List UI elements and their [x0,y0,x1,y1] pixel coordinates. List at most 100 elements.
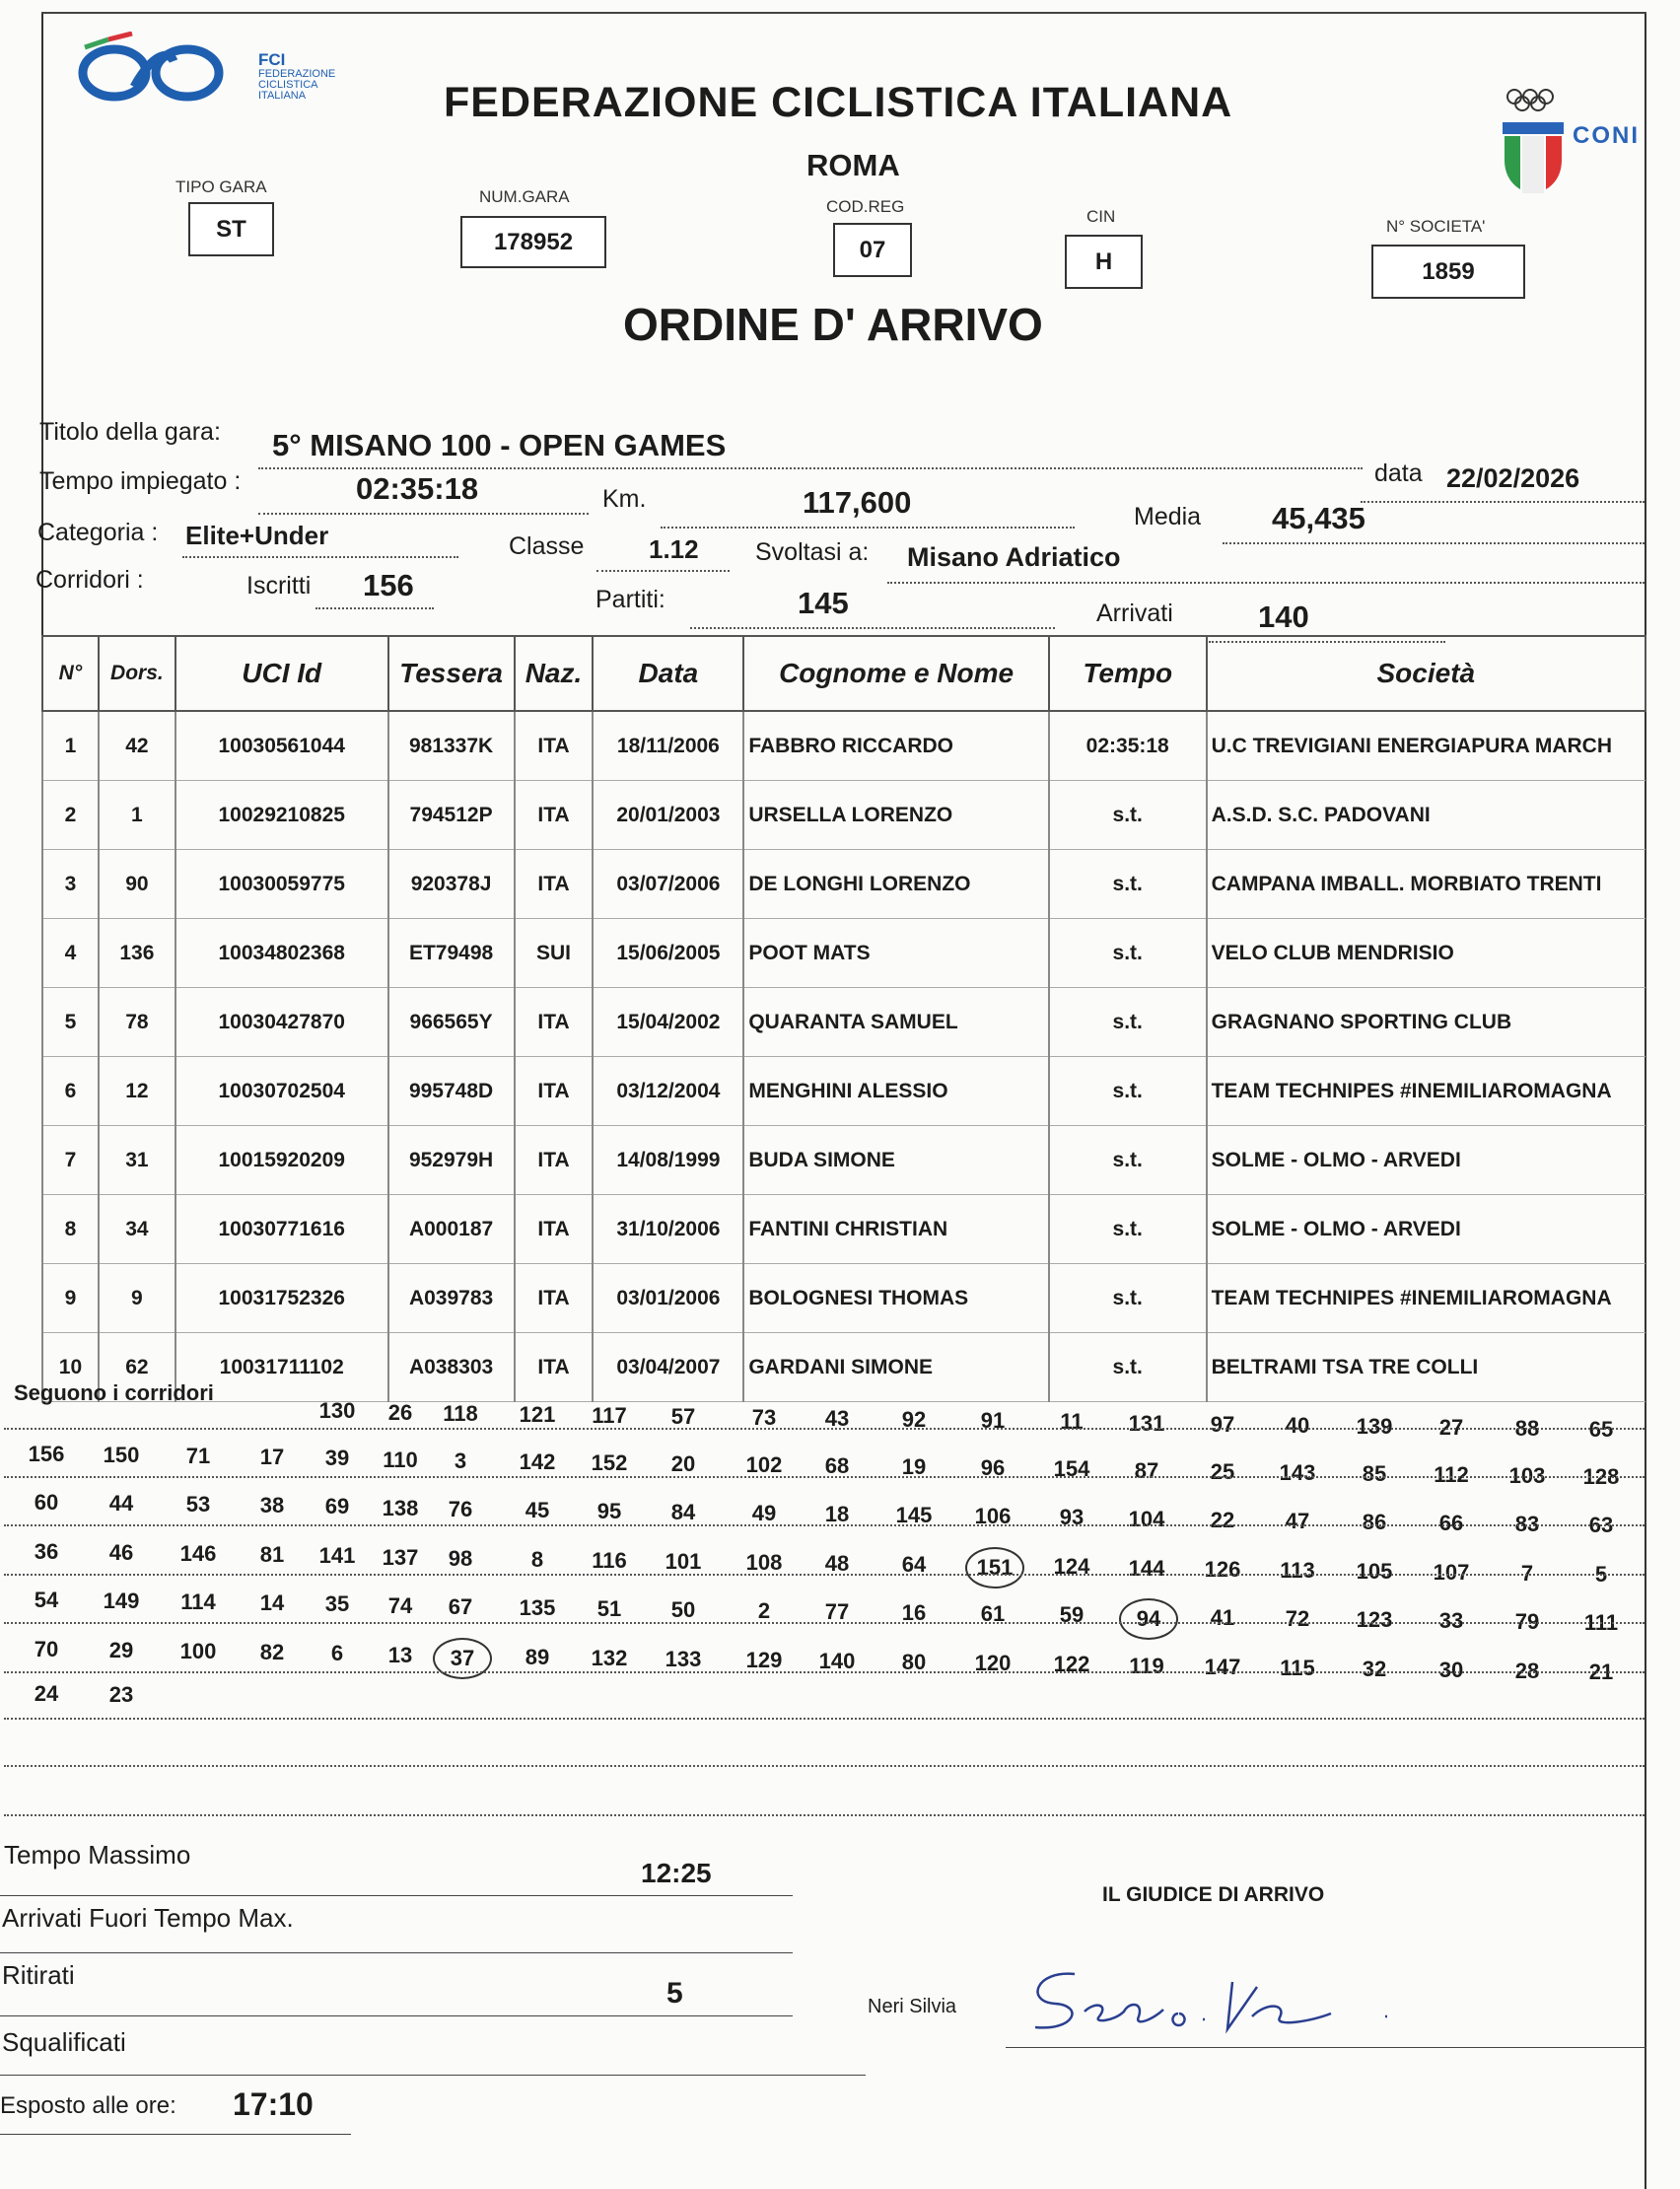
follower-bib: 50 [670,1596,696,1622]
follower-bib: 123 [1356,1606,1393,1632]
cell-uci-id: 10034802368 [174,918,388,988]
follower-bib: 28 [1514,1659,1540,1683]
follower-bib: 137 [382,1544,419,1570]
cell-data-nascita: 15/06/2005 [592,918,744,988]
cell-cognome-nome: DE LONGHI LORENZO [742,849,1049,919]
iscritti-label: Iscritti [246,572,312,600]
km-label: Km. [602,485,647,513]
fci-line: CICLISTICA [258,79,318,91]
follower-bib: 45 [525,1497,550,1522]
follower-bib: 57 [670,1403,696,1429]
cell-dorsale: 12 [97,1056,175,1126]
follower-bib: 131 [1128,1410,1165,1436]
arrivati-value: 140 [1258,600,1309,634]
cell-n: 4 [41,918,99,988]
follower-bib: 95 [596,1498,622,1523]
cell-nazione: ITA [513,1194,594,1264]
tipo-gara-value: ST [188,202,274,256]
tempo-value: 02:35:18 [356,471,479,506]
follower-bib: 72 [1285,1605,1310,1631]
follower-bib: 27 [1438,1414,1464,1440]
follower-bib: 141 [318,1543,356,1569]
iscritti-value: 156 [363,568,414,602]
tempo-massimo-value: 12:25 [641,1858,712,1888]
arrivati-label: Arrivati [1096,600,1173,627]
follower-bib-circled: 151 [965,1547,1024,1589]
tempo-massimo-label: Tempo Massimo [4,1840,191,1870]
follower-bib: 133 [665,1646,702,1671]
follower-bib: 82 [259,1640,285,1665]
cell-n: 5 [41,987,99,1057]
follower-bib: 113 [1280,1557,1315,1583]
cell-societa: TEAM TECHNIPES #INEMILIAROMAGNA [1205,1263,1645,1333]
cell-data-nascita: 03/12/2004 [592,1056,744,1126]
city: ROMA [806,148,900,182]
follower-bib: 49 [751,1501,777,1525]
follower-bib: 16 [901,1600,927,1626]
cell-tessera: A038303 [386,1332,515,1402]
cin-value: H [1065,235,1143,289]
follower-bib: 39 [324,1446,350,1471]
follower-bib: 147 [1204,1654,1241,1679]
follower-bib: 139 [1356,1413,1393,1439]
follower-bib: 154 [1053,1456,1090,1482]
cell-societa: SOLME - OLMO - ARVEDI [1205,1194,1645,1264]
follower-bib: 117 [592,1402,627,1428]
cell-dorsale: 78 [97,987,175,1057]
follower-bib: 112 [1434,1461,1469,1487]
follower-bib: 68 [824,1453,850,1479]
olympic-rings-shield-icon [1503,89,1564,193]
follower-bib: 91 [980,1408,1006,1434]
follower-bib: 8 [530,1546,544,1572]
follower-bib-circled: 37 [433,1637,492,1679]
cell-tempo: s.t. [1047,849,1207,919]
dotted-line [4,1428,1645,1430]
cell-societa: A.S.D. S.C. PADOVANI [1205,780,1645,850]
follower-bib: 46 [108,1540,134,1566]
cell-cognome-nome: FABBRO RICCARDO [742,711,1049,781]
follower-bib: 73 [751,1405,777,1430]
fci-logo [75,31,233,103]
follower-bib: 83 [1514,1512,1540,1536]
categoria-label: Categoria : [37,519,159,546]
cell-nazione: ITA [513,849,594,919]
data-line [1361,501,1645,503]
dotted-line [4,1671,1645,1673]
table-header-row: N° Dors. UCI Id Tessera Naz. Data Cognome e No… [41,635,1647,712]
squalificati-label: Squalificati [2,2027,126,2057]
follower-bib: 115 [1280,1655,1315,1680]
follower-bib: 32 [1362,1656,1387,1681]
cell-cognome-nome: GARDANI SIMONE [742,1332,1049,1402]
column-header-n: N° [41,635,100,712]
follower-bib: 116 [592,1547,627,1573]
follower-bib: 80 [901,1650,927,1675]
follower-bib: 11 [1060,1409,1084,1435]
cell-societa: SOLME - OLMO - ARVEDI [1205,1125,1645,1195]
follower-bib: 84 [670,1499,696,1524]
follower-bib: 89 [525,1644,550,1669]
column-header-societa: Società [1205,635,1647,712]
follower-bib: 121 [519,1401,556,1427]
dotted-line [4,1574,1645,1576]
footer-line [0,2134,351,2135]
cell-uci-id: 10015920209 [174,1125,388,1195]
follower-bib: 142 [519,1448,556,1474]
cell-dorsale: 90 [97,849,175,919]
cell-n: 6 [41,1056,99,1126]
svoltasi-label: Svoltasi a: [755,538,870,566]
cell-tempo: s.t. [1047,780,1207,850]
data-value: 22/02/2026 [1446,463,1580,493]
follower-bib: 19 [901,1454,927,1480]
dotted-line [4,1765,1645,1767]
cell-uci-id: 10030059775 [174,849,388,919]
column-header-tempo: Tempo [1047,635,1208,712]
cell-tessera: 995748D [386,1056,515,1126]
results-table: N° Dors. UCI Id Tessera Naz. Data Cognome e No… [41,635,1647,1402]
cell-nazione: ITA [513,1125,594,1195]
footer-line [0,1952,793,1953]
follower-bib: 66 [1438,1510,1464,1535]
top-border [41,12,1646,14]
signature [1015,1962,1410,2046]
fci-line: FEDERAZIONE [258,68,336,80]
cell-n: 2 [41,780,99,850]
